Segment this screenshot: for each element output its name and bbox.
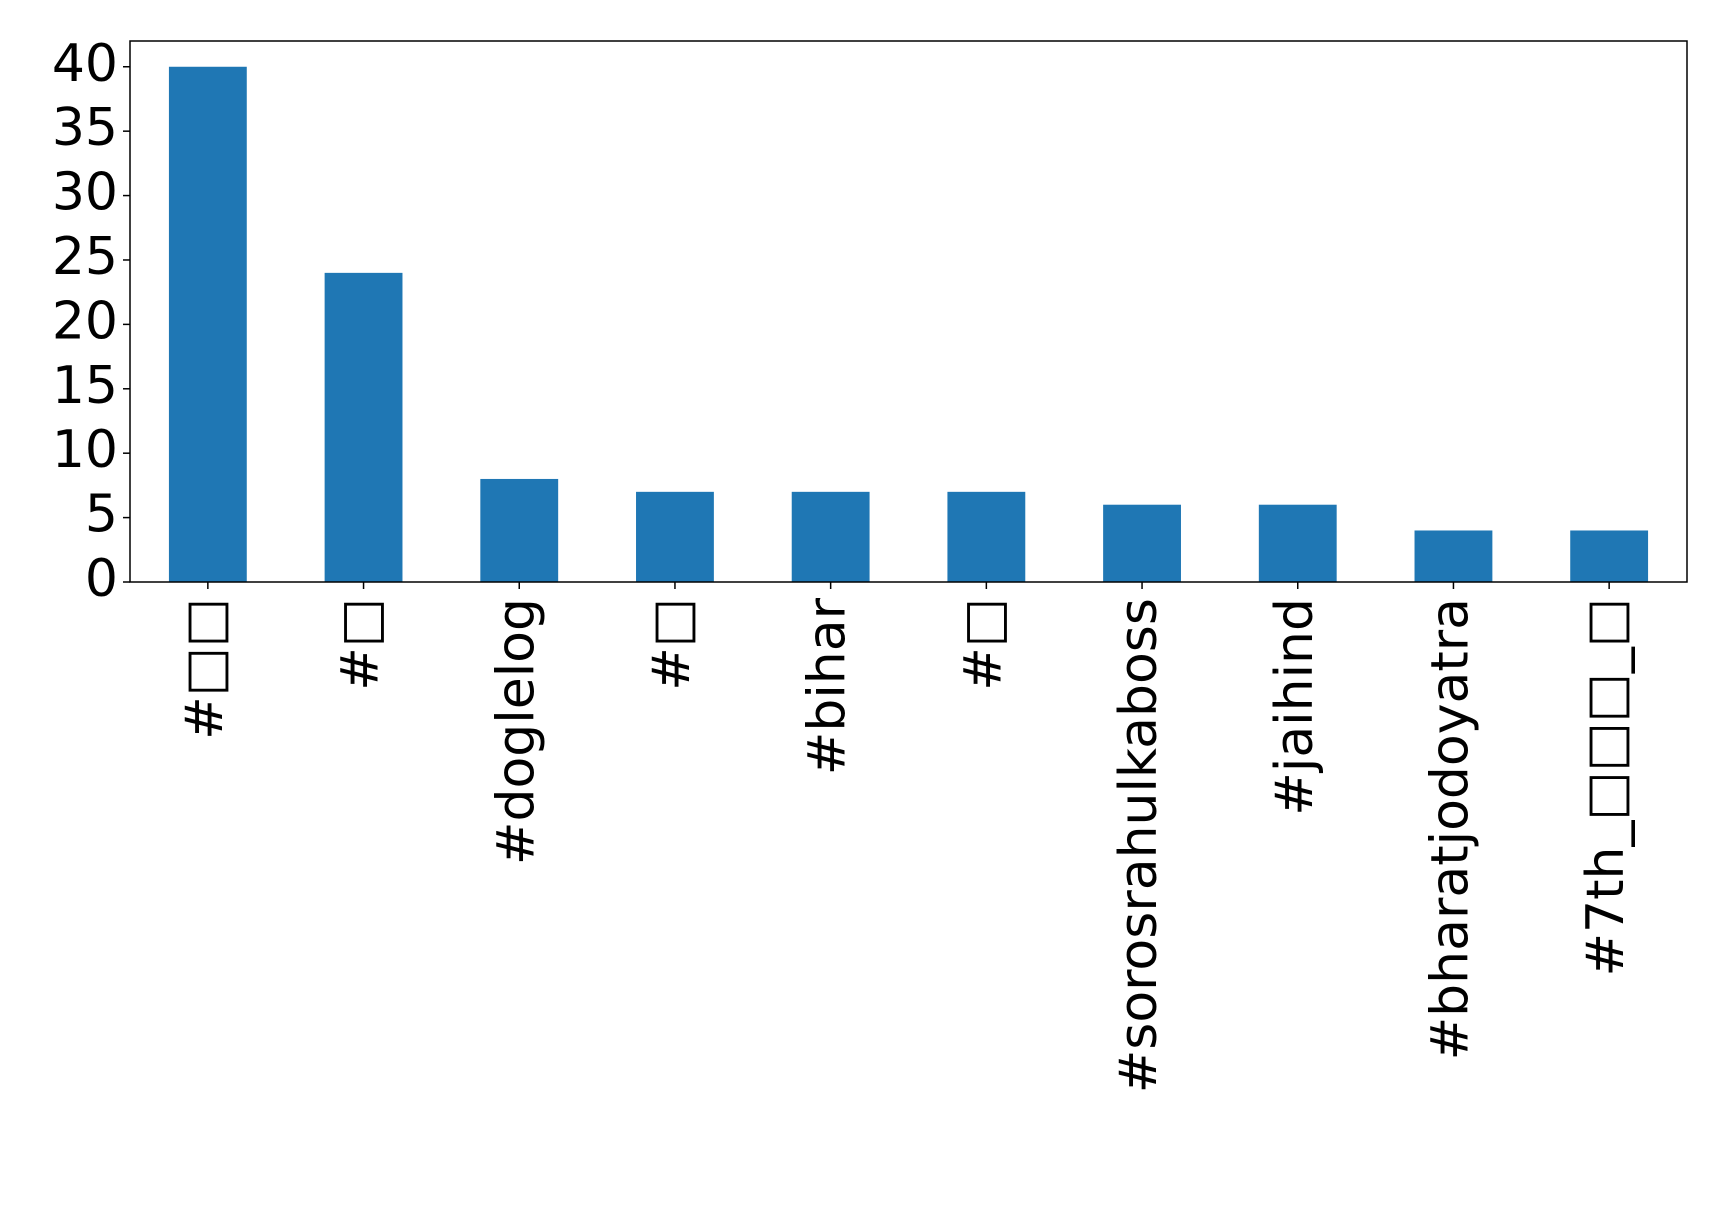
x-tick-label: #bharatjodoyatra <box>1420 598 1480 1060</box>
bar <box>1258 504 1337 582</box>
x-tick-label: #□ <box>331 598 391 691</box>
y-tick-label: 10 <box>52 420 118 480</box>
bar <box>324 272 403 582</box>
y-tick-label: 5 <box>85 485 118 545</box>
bar <box>791 491 870 582</box>
x-tick-label: #7th_□□□_□ <box>1576 598 1636 977</box>
y-tick-label: 25 <box>52 227 118 287</box>
bar <box>1103 504 1181 582</box>
x-tick-label: #jaihind <box>1265 598 1325 816</box>
x-tick-label: #bihar <box>798 597 858 775</box>
bar <box>636 491 714 582</box>
y-tick-label: 15 <box>52 356 118 416</box>
x-tick-label: #□□ <box>175 598 235 740</box>
x-tick-label: #sorosrahulkaboss <box>1109 598 1169 1093</box>
bar <box>1414 530 1493 582</box>
bar <box>1570 530 1649 582</box>
bar <box>947 491 1026 582</box>
y-tick-label: 20 <box>52 291 118 351</box>
plot-frame <box>129 40 1688 583</box>
y-tick-label: 35 <box>52 98 118 158</box>
x-tick-label: #□ <box>953 598 1013 691</box>
x-tick-label: #□ <box>642 598 702 691</box>
bar <box>168 66 247 582</box>
bar <box>480 478 559 582</box>
y-tick-label: 40 <box>52 34 118 94</box>
y-tick-label: 30 <box>52 163 118 223</box>
y-tick-label: 0 <box>85 549 118 609</box>
x-tick-label: #doglelog <box>486 598 546 865</box>
